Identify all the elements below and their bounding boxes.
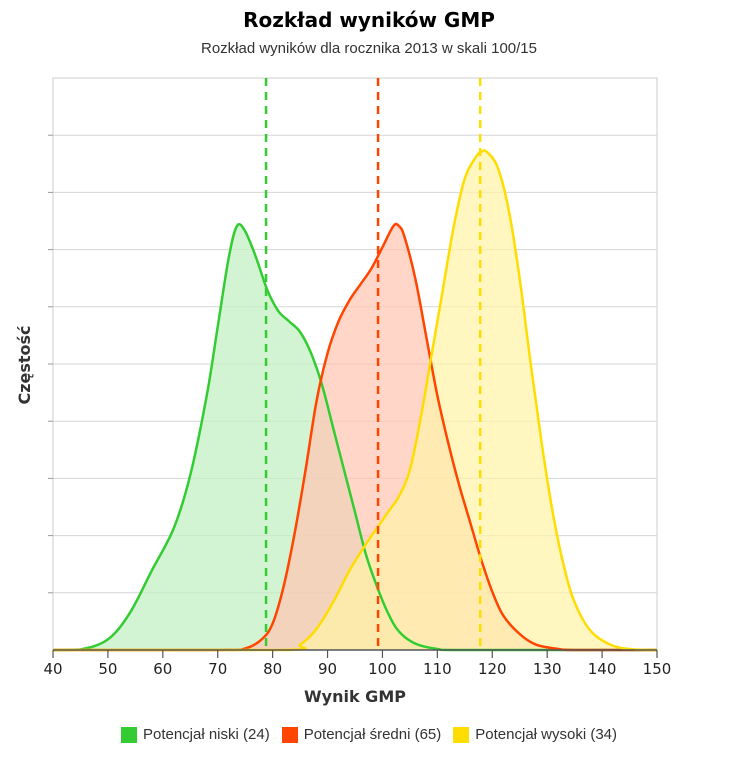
- legend-item-2[interactable]: Potencjał wysoki (34): [453, 726, 617, 743]
- legend-label: Potencjał wysoki (34): [475, 726, 618, 743]
- legend-item-0[interactable]: Potencjał niski (24): [120, 726, 270, 743]
- chart-title: Rozkład wyników GMP: [243, 8, 495, 32]
- legend-label: Potencjał niski (24): [142, 726, 270, 743]
- mean-layer: [264, 78, 482, 650]
- series-area-0: [53, 224, 657, 651]
- series-line-1: [52, 222, 657, 652]
- legend-label: Potencjał średni (65): [303, 726, 442, 743]
- series-line-0: [52, 222, 657, 652]
- legend-swatch: [120, 726, 137, 743]
- x-tick-label: 150: [643, 660, 672, 678]
- x-tick-label: 140: [588, 660, 617, 678]
- legend-swatch: [453, 726, 470, 743]
- x-tick-label: 40: [43, 660, 62, 678]
- x-tick-label: 80: [263, 660, 282, 678]
- x-tick-label: 120: [478, 660, 507, 678]
- x-tick-label: 70: [208, 660, 227, 678]
- series-area-1: [53, 223, 657, 651]
- y-axis-title: Częstość: [15, 325, 34, 404]
- x-tick-label: 90: [318, 660, 337, 678]
- x-tick-label: 100: [368, 660, 397, 678]
- axis-layer: 40 50 60 70 80 90 100 110 120 130 140 150: [43, 134, 672, 678]
- legend: Potencjał niski (24) Potencjał średni (65…: [0, 726, 738, 743]
- x-tick-label: 50: [98, 660, 117, 678]
- line-layer: [52, 149, 658, 652]
- area-layer: [53, 150, 657, 651]
- legend-swatch: [281, 726, 298, 743]
- x-axis-title: Wynik GMP: [304, 687, 406, 706]
- x-tick-label: 60: [153, 660, 172, 678]
- series-area-2: [53, 150, 657, 651]
- x-tick-label: 130: [533, 660, 562, 678]
- chart-subtitle: Rozkład wyników dla rocznika 2013 w skal…: [200, 40, 537, 57]
- x-tick-label: 110: [423, 660, 452, 678]
- legend-item-1[interactable]: Potencjał średni (65): [281, 726, 442, 743]
- series-line-2: [52, 149, 658, 652]
